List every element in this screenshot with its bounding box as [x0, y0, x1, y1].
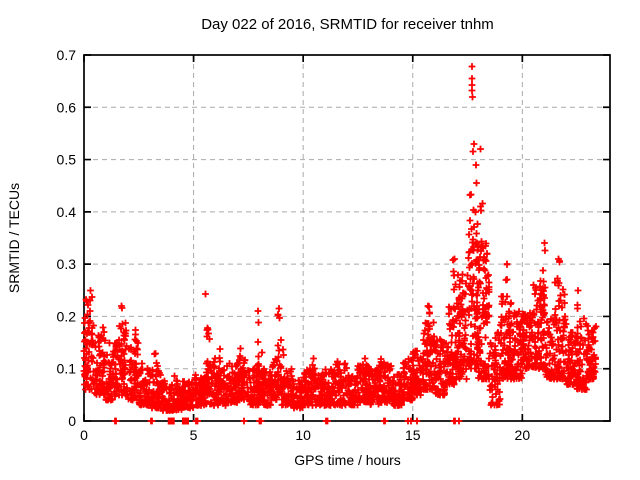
- y-tick-label: 0.2: [57, 308, 77, 324]
- zero-cluster-marker: [181, 417, 189, 425]
- y-tick-label: 0.3: [57, 256, 77, 272]
- y-tick-label: 0: [68, 413, 76, 429]
- zero-cluster-marker: [167, 417, 175, 425]
- plot-border: [83, 54, 611, 422]
- x-tick-label: 10: [295, 427, 311, 443]
- x-tick-label: 5: [190, 427, 198, 443]
- x-axis-label: GPS time / hours: [294, 452, 401, 468]
- y-tick-label: 0.5: [57, 152, 77, 168]
- y-tick-label: 0.7: [57, 47, 77, 63]
- x-tick-label: 0: [80, 427, 88, 443]
- scatter-points: [80, 63, 600, 425]
- y-tick-label: 0.1: [57, 361, 77, 377]
- y-tick-label: 0.4: [57, 204, 77, 220]
- y-tick-label: 0.6: [57, 99, 77, 115]
- chart-title: Day 022 of 2016, SRMTID for receiver tnh…: [201, 16, 494, 33]
- x-tick-label: 15: [405, 427, 421, 443]
- x-tick-label: 20: [515, 427, 531, 443]
